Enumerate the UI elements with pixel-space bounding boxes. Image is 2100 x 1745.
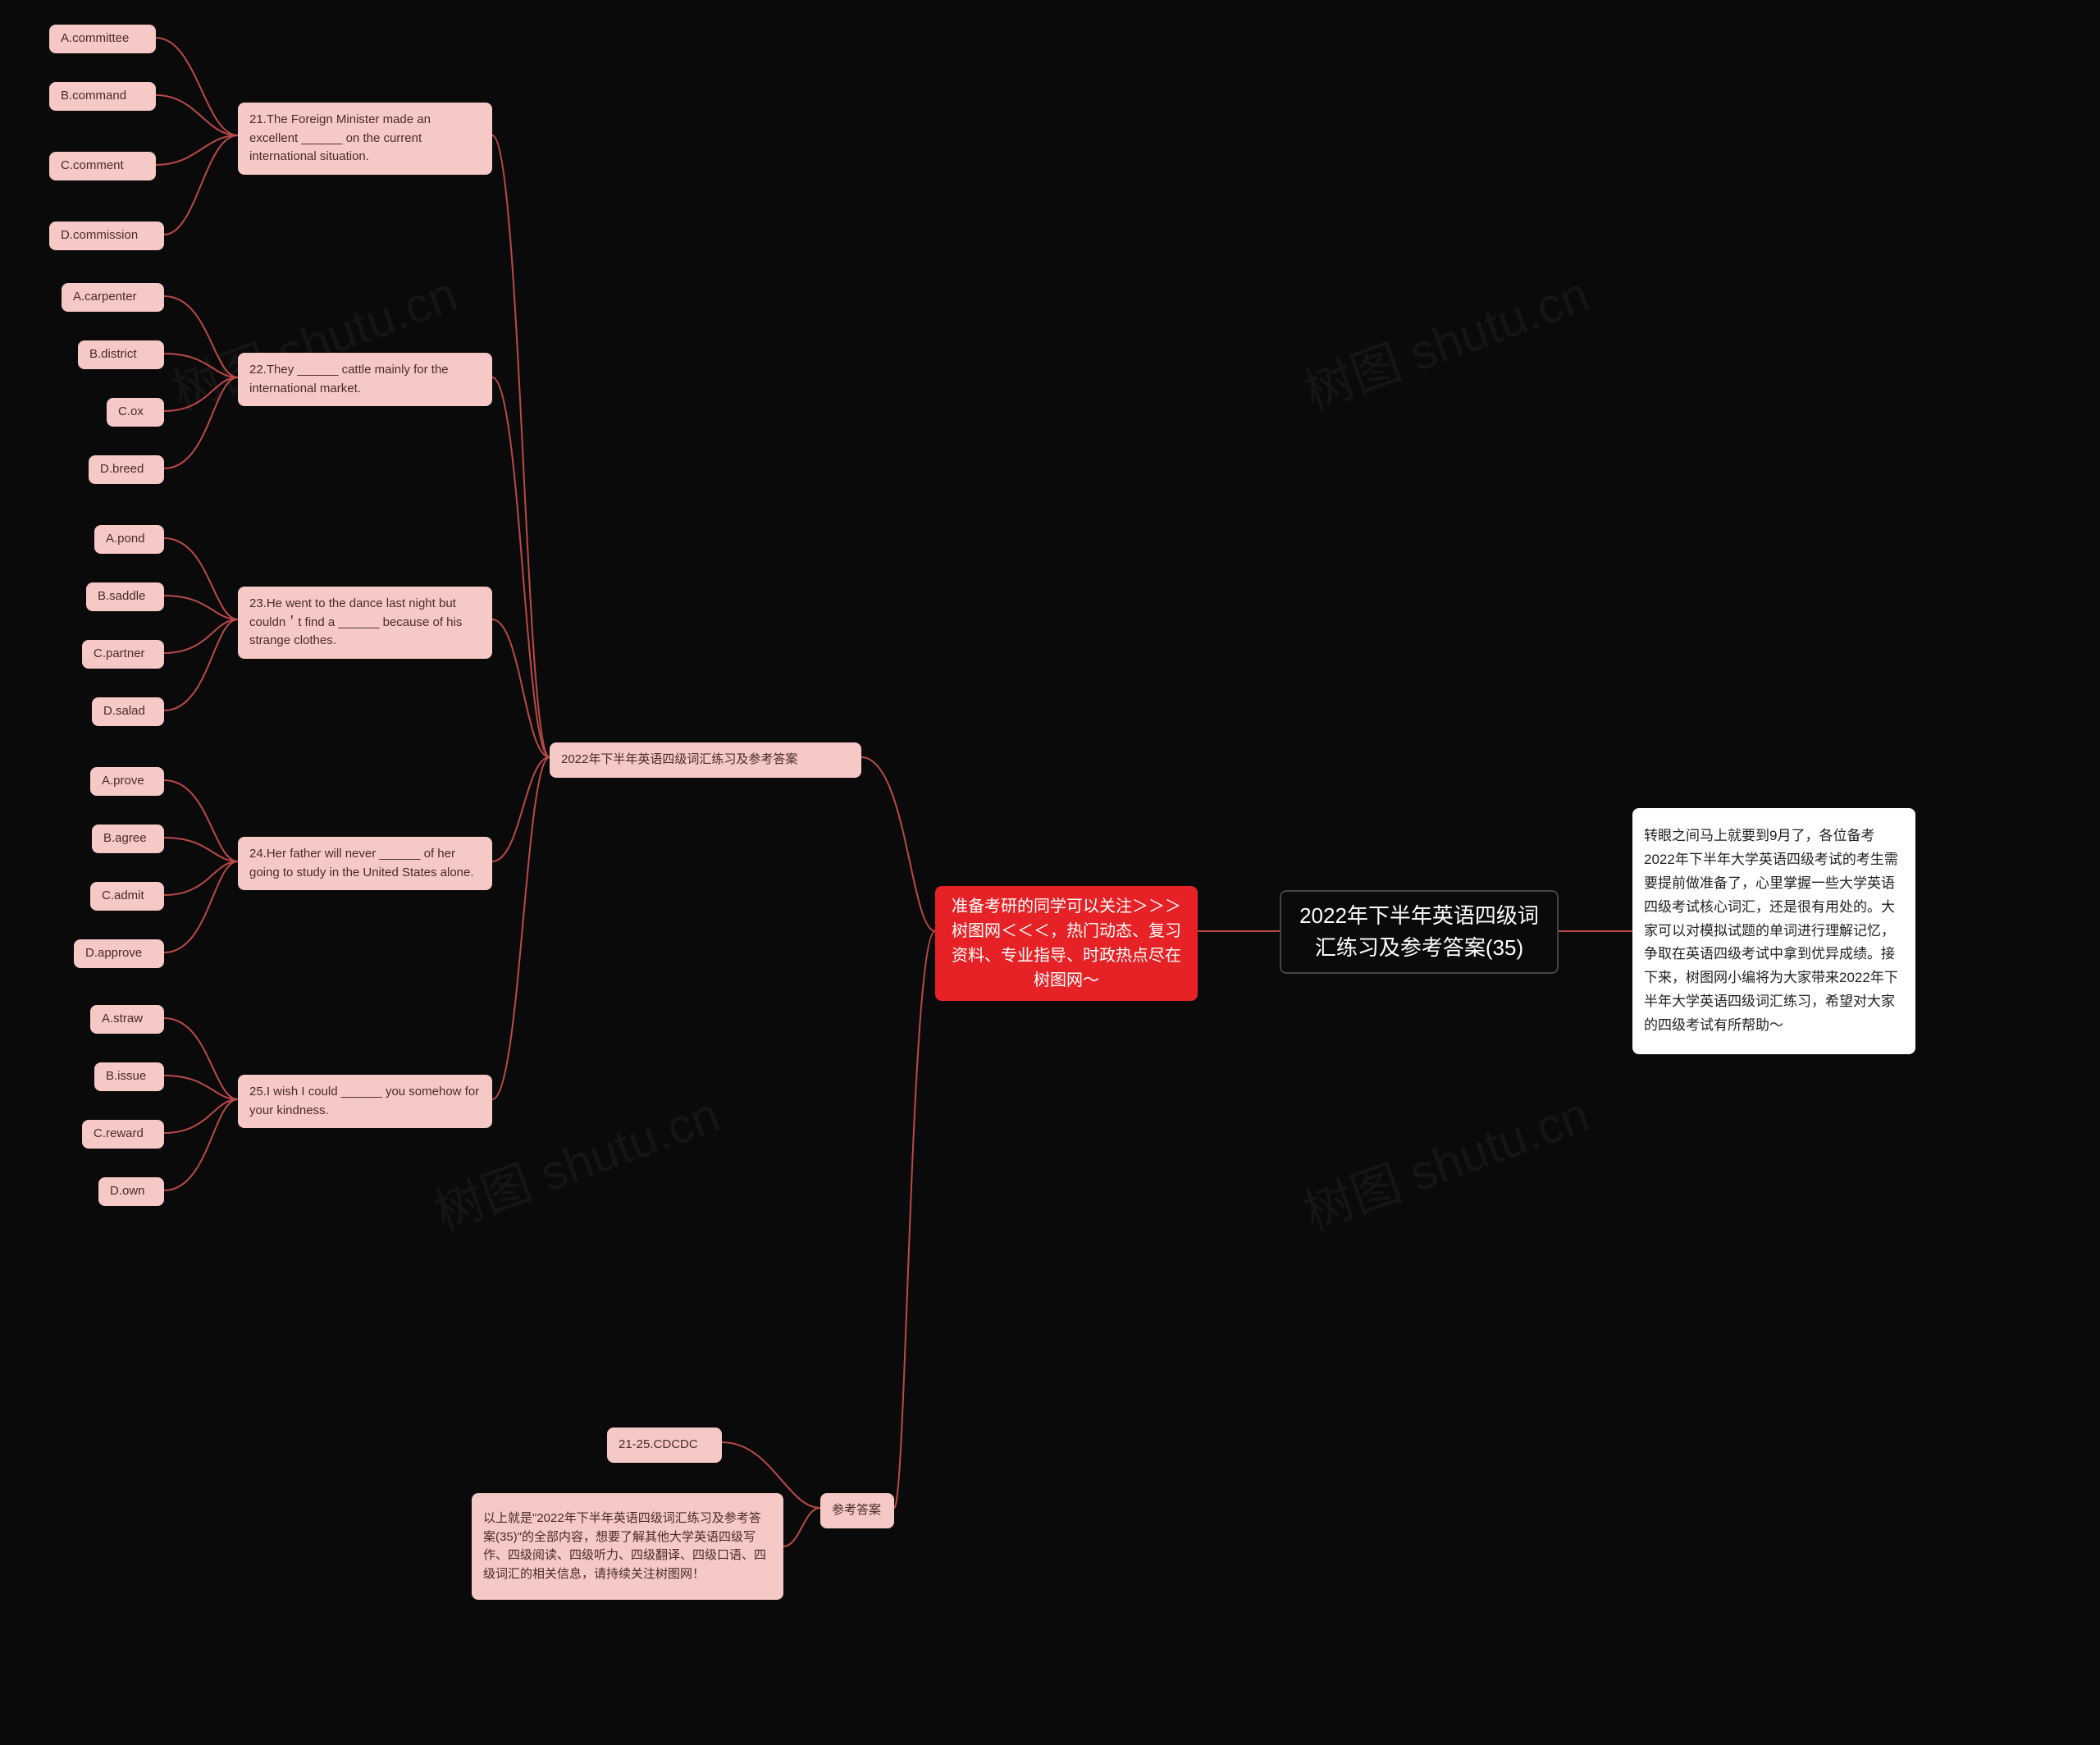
option-q21-b[interactable]: B.command: [49, 82, 156, 111]
watermark: 树图 shutu.cn: [1293, 1075, 1597, 1244]
question-q21[interactable]: 21.The Foreign Minister made an excellen…: [238, 103, 492, 175]
option-q24-a[interactable]: A.prove: [90, 767, 164, 796]
description-node: 转眼之间马上就要到9月了，各位备考2022年下半年大学英语四级考试的考生需要提前…: [1632, 808, 1915, 1054]
option-q22-d[interactable]: D.breed: [89, 455, 164, 484]
watermark: 树图 shutu.cn: [1293, 254, 1597, 423]
option-q21-c[interactable]: C.comment: [49, 152, 156, 180]
option-q22-c[interactable]: C.ox: [107, 398, 164, 427]
root-node[interactable]: 准备考研的同学可以关注＞＞＞树图网＜＜＜，热门动态、复习资料、专业指导、时政热点…: [935, 886, 1198, 1001]
option-q25-c[interactable]: C.reward: [82, 1120, 164, 1149]
option-q24-b[interactable]: B.agree: [92, 825, 164, 853]
option-q25-b[interactable]: B.issue: [94, 1062, 164, 1091]
option-q24-c[interactable]: C.admit: [90, 882, 164, 911]
option-q22-a[interactable]: A.carpenter: [62, 283, 164, 312]
option-q23-d[interactable]: D.salad: [92, 697, 164, 726]
question-q24[interactable]: 24.Her father will never ______ of her g…: [238, 837, 492, 890]
answers-code: 21-25.CDCDC: [607, 1428, 722, 1463]
question-q23[interactable]: 23.He went to the dance last night but c…: [238, 587, 492, 659]
option-q23-c[interactable]: C.partner: [82, 640, 164, 669]
section-answers[interactable]: 参考答案: [820, 1493, 894, 1528]
option-q25-d[interactable]: D.own: [98, 1177, 164, 1206]
footer-note: 以上就是"2022年下半年英语四级词汇练习及参考答案(35)"的全部内容，想要了…: [472, 1493, 783, 1600]
question-q22[interactable]: 22.They ______ cattle mainly for the int…: [238, 353, 492, 406]
title-node[interactable]: 2022年下半年英语四级词汇练习及参考答案(35): [1280, 890, 1559, 974]
option-q21-d[interactable]: D.commission: [49, 222, 164, 250]
option-q23-a[interactable]: A.pond: [94, 525, 164, 554]
question-q25[interactable]: 25.I wish I could ______ you somehow for…: [238, 1075, 492, 1128]
section-exercise[interactable]: 2022年下半年英语四级词汇练习及参考答案: [550, 742, 861, 778]
option-q24-d[interactable]: D.approve: [74, 939, 164, 968]
option-q25-a[interactable]: A.straw: [90, 1005, 164, 1034]
option-q23-b[interactable]: B.saddle: [86, 582, 164, 611]
option-q21-a[interactable]: A.committee: [49, 25, 156, 53]
option-q22-b[interactable]: B.district: [78, 340, 164, 369]
